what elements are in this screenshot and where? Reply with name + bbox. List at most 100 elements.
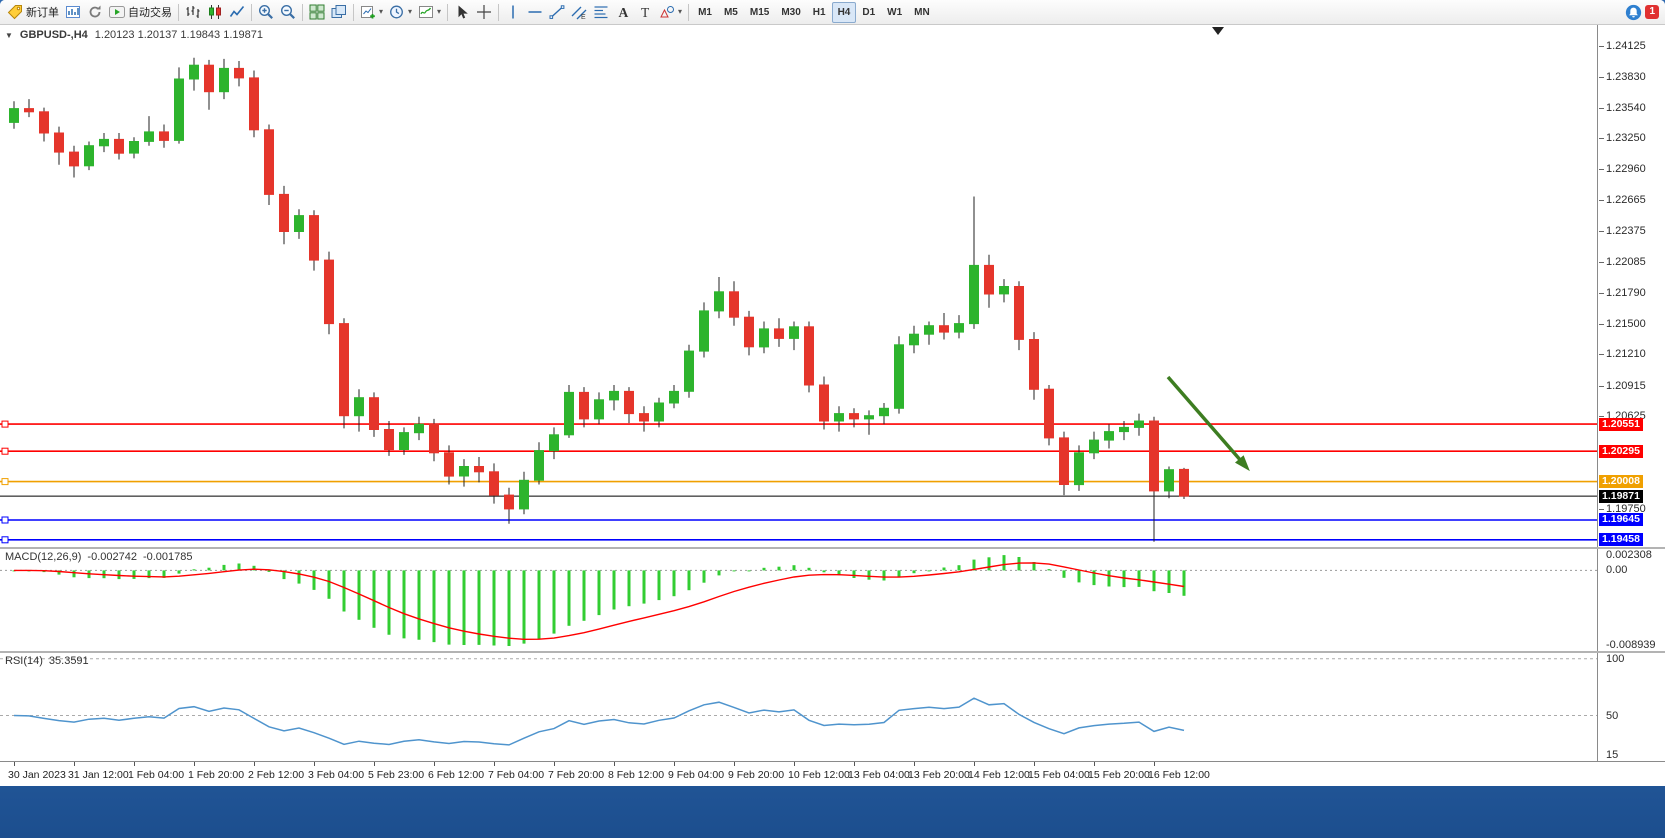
trendline-button[interactable]: [546, 2, 568, 23]
equidistant-channel-button[interactable]: E: [568, 2, 590, 23]
notifications-icon[interactable]: [1625, 4, 1642, 21]
timeframe-m5-button[interactable]: M5: [723, 6, 738, 18]
macd-label-row: MACD(12,26,9) -0.002742 -0.001785: [5, 551, 193, 563]
rsi-axis[interactable]: 100 50 15: [1598, 653, 1665, 761]
vline-icon: [512, 5, 514, 19]
time-tick: [734, 762, 735, 766]
price-tick-label: 1.21790: [1599, 287, 1646, 299]
candlestick-chart[interactable]: [0, 25, 1598, 547]
line-chart-button[interactable]: [226, 2, 248, 23]
rsi-tick-label: 15: [1606, 749, 1619, 761]
dropdown-caret-icon: ▾: [379, 7, 384, 16]
cascade-windows-button[interactable]: [328, 2, 350, 23]
bar-chart-button[interactable]: [182, 2, 204, 23]
chart-plot[interactable]: ▼ GBPUSD-,H4 1.20123 1.20137 1.19843 1.1…: [0, 25, 1598, 547]
time-tick: [74, 762, 75, 766]
time-axis[interactable]: 30 Jan 2023 31 Jan 12:00 1 Feb 04:00 1 Feb …: [0, 761, 1665, 786]
new-chart-icon: [361, 6, 375, 19]
new-order-button[interactable]: 新订单: [4, 2, 62, 23]
toolbar-separator: [251, 3, 252, 21]
crosshair-icon: [477, 5, 492, 19]
macd-chart[interactable]: [0, 549, 1598, 651]
ohlc-values: 1.20123 1.20137 1.19843 1.19871: [94, 29, 263, 41]
time-label: 9 Feb 04:00: [668, 769, 725, 781]
time-label: 10 Feb 12:00: [788, 769, 850, 781]
rsi-label: RSI(14): [5, 655, 43, 667]
panel-splitter[interactable]: [0, 651, 1665, 653]
timeframe-m30-button[interactable]: M30: [781, 6, 801, 18]
time-tick: [314, 762, 315, 766]
macd-plot[interactable]: MACD(12,26,9) -0.002742 -0.001785: [0, 549, 1598, 651]
vertical-line-button[interactable]: [502, 2, 524, 23]
time-label: 30 Jan 2023: [8, 769, 66, 781]
text-icon: A: [619, 5, 629, 20]
new-order-label: 新订单: [26, 7, 59, 19]
time-label: 6 Feb 12:00: [428, 769, 485, 781]
autotrading-button[interactable]: 自动交易: [106, 2, 175, 23]
zoom-in-icon: [258, 4, 273, 19]
autotrading-label: 自动交易: [128, 7, 172, 19]
time-label: 16 Feb 12:00: [1148, 769, 1210, 781]
timeframe-m15-button[interactable]: M15: [749, 6, 770, 18]
periods-button[interactable]: ▾: [386, 2, 415, 23]
macd-tick-label: -0.008939: [1606, 639, 1656, 651]
panel-splitter[interactable]: [0, 547, 1665, 549]
notification-badge[interactable]: 1: [1645, 5, 1659, 19]
macd-axis[interactable]: 0.002308 0.00 -0.008939: [1598, 549, 1665, 651]
label-icon: T: [641, 5, 650, 20]
macd-tick-label: 0.00: [1606, 564, 1628, 576]
timeframe-mn-button[interactable]: MN: [914, 6, 930, 18]
chart-shift-marker: [1212, 27, 1224, 35]
templates-button[interactable]: ▾: [415, 2, 444, 23]
time-label: 1 Feb 20:00: [188, 769, 245, 781]
price-line-label: 1.19871: [1599, 490, 1643, 503]
time-tick: [974, 762, 975, 766]
charts-button[interactable]: [62, 2, 84, 23]
rsi-plot[interactable]: RSI(14) 35.3591: [0, 653, 1598, 761]
time-label: 14 Feb 12:00: [968, 769, 1030, 781]
refresh-button[interactable]: [84, 2, 106, 23]
price-tick-label: 1.23250: [1599, 132, 1646, 144]
timeframe-w1-button[interactable]: W1: [887, 6, 903, 18]
time-tick: [554, 762, 555, 766]
autotrading-icon: [109, 6, 125, 18]
crosshair-button[interactable]: [473, 2, 495, 23]
line-chart-icon: [229, 5, 245, 17]
candlestick-chart-button[interactable]: [204, 2, 226, 23]
price-axis[interactable]: 1.24125 1.23830 1.23540 1.23250 1.22960 1.226…: [1598, 25, 1665, 547]
timeframe-h1-button[interactable]: H1: [812, 6, 826, 18]
rsi-value: 35.3591: [48, 655, 89, 667]
arrows-button[interactable]: ▾: [656, 2, 685, 23]
cascade-windows-icon: [331, 5, 346, 18]
macd-value-signal: -0.001785: [142, 551, 193, 563]
text-button[interactable]: A: [612, 2, 634, 23]
cursor-button[interactable]: [451, 2, 473, 23]
horizontal-line-button[interactable]: [524, 2, 546, 23]
fibonacci-button[interactable]: [590, 2, 612, 23]
svg-text:E: E: [581, 14, 586, 20]
dropdown-caret-icon: ▾: [437, 7, 442, 16]
price-tick-label: 1.22085: [1599, 256, 1646, 268]
trend-arrow-annotation: [1166, 375, 1244, 464]
timeframe-h4-button[interactable]: H4: [831, 1, 857, 23]
tile-windows-button[interactable]: [306, 2, 328, 23]
timeframe-m1-button[interactable]: M1: [698, 6, 712, 18]
zoom-in-button[interactable]: [255, 2, 277, 23]
time-label: 2 Feb 12:00: [248, 769, 305, 781]
time-tick: [1154, 762, 1155, 766]
price-line-label: 1.20008: [1599, 475, 1643, 488]
time-label: 13 Feb 04:00: [848, 769, 910, 781]
price-tick-label: 1.21500: [1599, 318, 1646, 330]
time-tick: [1094, 762, 1095, 766]
price-tick-label: 1.19750: [1599, 503, 1646, 515]
text-label-button[interactable]: T: [634, 2, 656, 23]
hline-icon: [528, 11, 542, 13]
one-click-trading-toggle[interactable]: ▼: [5, 30, 13, 40]
zoom-out-button[interactable]: [277, 2, 299, 23]
timeframe-d1-button[interactable]: D1: [862, 6, 876, 18]
new-chart-button[interactable]: ▾: [357, 2, 386, 23]
rsi-chart[interactable]: [0, 653, 1598, 761]
toolbar-separator: [498, 3, 500, 21]
dropdown-caret-icon: ▾: [408, 7, 413, 16]
time-tick: [494, 762, 495, 766]
